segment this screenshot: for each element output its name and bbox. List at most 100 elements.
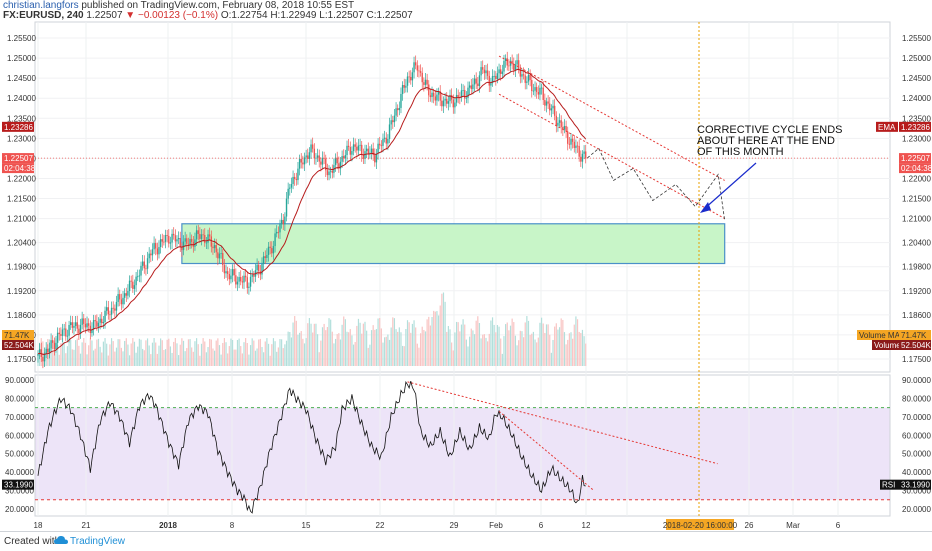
volume-bar	[192, 351, 194, 366]
candle-body	[450, 95, 453, 100]
candle-body	[562, 126, 564, 130]
candle-body	[199, 233, 201, 239]
candle-body	[568, 143, 571, 145]
candle-body	[439, 91, 441, 101]
candle-body	[210, 236, 213, 247]
x-tick-label: 26	[745, 521, 754, 530]
candle-body	[514, 64, 517, 71]
volume-bar	[473, 334, 476, 366]
volume-bar	[128, 355, 131, 366]
candle-body	[120, 299, 123, 305]
candle-body	[465, 97, 468, 99]
tradingview-brand[interactable]: TradingView	[70, 536, 126, 547]
volume-bar	[169, 346, 172, 366]
volume-bar	[236, 339, 239, 366]
candle-body	[583, 151, 585, 154]
candle-body	[115, 301, 118, 311]
left-ema-value-bg	[2, 121, 34, 132]
volume-bar	[573, 324, 575, 366]
volume-bar	[441, 293, 443, 366]
volume-bar	[364, 321, 366, 366]
volume-bar	[433, 310, 435, 366]
volume-value: 52.504K	[901, 341, 931, 350]
candle-body	[155, 243, 157, 249]
volume-bar	[547, 324, 549, 366]
chart-canvas[interactable]: 18 21 2018 8 15 22 29 Feb 6 12 26 Mar 6 1.25500 1.2550…	[0, 0, 932, 531]
volume-bar	[308, 318, 311, 366]
volume-bar	[415, 327, 417, 366]
volume-bar	[506, 322, 508, 366]
volume-bar	[124, 340, 126, 366]
candle-body	[303, 157, 306, 165]
candle-body	[217, 252, 219, 259]
candle-body	[293, 176, 296, 179]
price-pane[interactable]	[34, 21, 891, 373]
volume-bar	[137, 346, 139, 366]
volume-bar	[75, 340, 77, 366]
candle-body	[277, 231, 280, 233]
candle-body	[117, 294, 119, 302]
volume-bar	[76, 338, 78, 366]
candle-body	[298, 158, 301, 169]
volume-bar	[204, 341, 206, 366]
candle-body	[334, 157, 337, 166]
volume-bar	[511, 318, 513, 366]
price-tick-label-left: 1.17500	[7, 355, 36, 364]
candle-body	[529, 74, 531, 80]
volume-bar	[576, 319, 579, 366]
candle-body	[585, 151, 587, 159]
volume-bar	[498, 326, 500, 366]
rsi-pane[interactable]	[34, 374, 891, 517]
candle-body	[542, 87, 544, 101]
volume-bar	[285, 340, 288, 366]
candle-body	[549, 103, 551, 111]
candle-body	[576, 145, 579, 147]
volume-bar	[542, 323, 544, 366]
volume-bar	[73, 349, 75, 366]
volume-bar	[295, 320, 297, 366]
volume-bar	[488, 333, 490, 366]
candle-body	[310, 144, 312, 153]
candle-body	[240, 277, 242, 282]
rsi-band-fill	[35, 407, 890, 500]
volume-bar	[570, 332, 572, 366]
candle-body	[182, 241, 185, 251]
candle-body	[163, 241, 165, 243]
candle-body	[87, 323, 90, 326]
volume-bar	[135, 352, 137, 366]
candle-body	[315, 157, 317, 159]
price-tick-label-right: 1.21500	[902, 195, 931, 204]
volume-bar	[235, 349, 237, 366]
volume-bar	[254, 350, 257, 366]
author-name[interactable]: christian.langfors	[3, 0, 79, 11]
volume-bar	[218, 345, 221, 366]
volume-bar	[524, 322, 526, 366]
candle-body	[383, 137, 386, 139]
volume-bar	[341, 324, 343, 366]
left-last-price-bg	[2, 153, 34, 164]
candle-body	[336, 157, 338, 164]
volume-bar	[522, 337, 525, 366]
volume-bar	[487, 341, 489, 366]
volume-bar	[277, 347, 279, 366]
publish-text: published on TradingView.com, February 0…	[81, 0, 355, 11]
volume-bar	[231, 340, 234, 366]
volume-bar	[89, 338, 91, 366]
candle-body	[392, 120, 394, 123]
candle-body	[241, 281, 244, 283]
rsi-tick-label-left: 70.0000	[5, 413, 34, 422]
candle-body	[347, 145, 350, 148]
candle-body	[58, 332, 60, 335]
candle-body	[164, 235, 167, 242]
candle-body	[114, 308, 116, 311]
volume-bar	[536, 342, 538, 366]
ema-line	[37, 68, 587, 355]
candle-body	[128, 280, 131, 291]
volume-bar	[508, 330, 510, 366]
volume-bar	[408, 322, 410, 366]
volume-bar	[194, 341, 196, 366]
price-tick-label-left: 1.23000	[7, 134, 36, 143]
volume-bar	[447, 326, 449, 366]
candle-body	[449, 95, 451, 102]
volume-bar	[52, 350, 54, 366]
